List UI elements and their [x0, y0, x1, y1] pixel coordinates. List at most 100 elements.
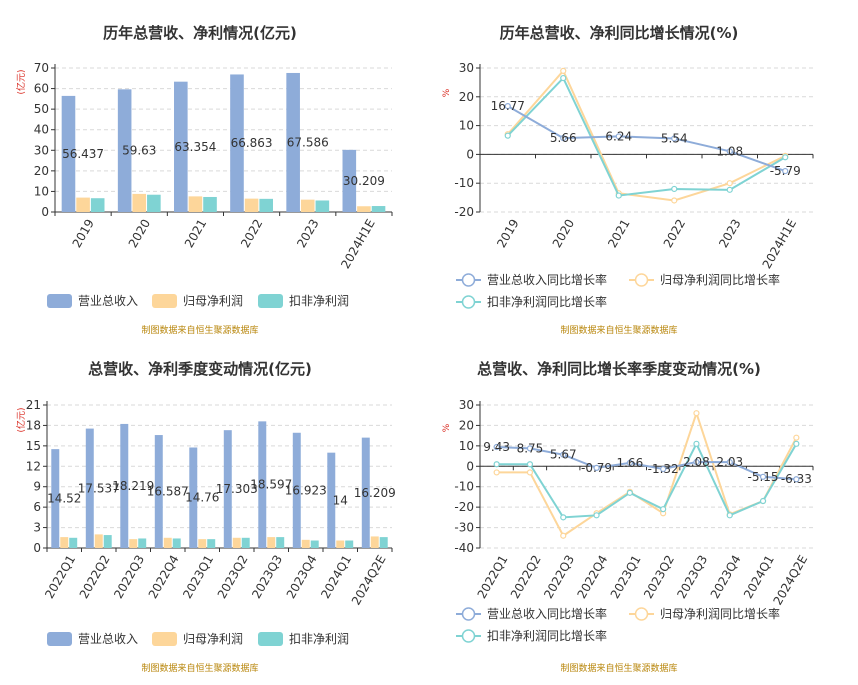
- legend-marker: [461, 607, 476, 621]
- bar: [300, 199, 315, 212]
- data-point: [560, 134, 567, 142]
- data-label: 59.63: [122, 144, 156, 158]
- bar: [198, 539, 207, 548]
- data-label: 9.43: [483, 440, 510, 454]
- series-line: [507, 76, 786, 197]
- legend-swatch: [258, 632, 283, 646]
- data-point: [726, 186, 733, 193]
- y-tick-label: 3: [33, 521, 41, 535]
- data-point: [782, 167, 789, 175]
- bar: [51, 449, 60, 548]
- series-line: [507, 105, 786, 173]
- data-label: -0.79: [581, 461, 612, 475]
- x-tick-label: 2021: [182, 217, 209, 250]
- y-unit-label: %: [442, 88, 452, 97]
- data-point: [693, 440, 700, 447]
- bar: [310, 540, 319, 548]
- bar: [203, 196, 217, 212]
- x-tick-label: 2021: [605, 217, 632, 250]
- data-label: -5.15: [748, 470, 779, 484]
- legend-label: 营业总收入: [78, 632, 138, 646]
- x-tick-label: 2023Q2: [641, 553, 677, 601]
- data-label: 14: [333, 493, 348, 507]
- data-point: [793, 440, 800, 447]
- data-label: 63.354: [174, 140, 216, 154]
- bar: [69, 537, 78, 548]
- data-point: [560, 67, 567, 74]
- x-tick-label: 2019: [70, 217, 97, 250]
- bar: [336, 540, 345, 548]
- bar: [85, 428, 94, 548]
- y-tick-label: 20: [459, 90, 474, 104]
- x-tick-label: 2024Q2E: [349, 553, 389, 608]
- data-point: [593, 464, 600, 471]
- y-tick-label: 0: [466, 459, 474, 473]
- y-tick-label: 30: [459, 61, 474, 75]
- bar: [370, 536, 379, 548]
- bar: [132, 193, 147, 212]
- source-note: 制图数据来自恒生聚源数据库: [560, 662, 677, 674]
- bar: [371, 206, 386, 212]
- data-point: [660, 465, 667, 473]
- quarterly-growth-chart: 总营收、净利同比增长率季度变动情况(%) % -40 -30 -20 -10 0 10 20…: [429, 342, 858, 684]
- chart-title: 总营收、净利同比增长率季度变动情况(%): [477, 360, 761, 378]
- legend-label: 归母净利润: [183, 632, 243, 646]
- data-point: [671, 185, 678, 193]
- source-note: 制图数据来自恒生聚源数据库: [141, 324, 258, 336]
- data-label: 2.08: [683, 455, 710, 469]
- legend-marker: [634, 607, 649, 621]
- data-label: 16.923: [285, 483, 327, 497]
- data-label: 6.24: [605, 129, 632, 143]
- bar: [345, 540, 354, 548]
- data-point: [660, 506, 667, 513]
- plot-area: -20 -10 0 10 20 30 2019 2020 2021 2022 2023 2024H1E…: [454, 61, 814, 309]
- y-tick-label: 40: [34, 123, 49, 137]
- legend-label: 归母净利润: [183, 294, 243, 308]
- bar: [189, 447, 198, 548]
- data-point: [793, 434, 800, 441]
- data-label: 1.08: [716, 144, 743, 158]
- x-tick-label: 2022Q2: [508, 553, 544, 601]
- x-tick-label: 2019: [494, 217, 521, 250]
- x-tick-label: 2023Q3: [249, 553, 285, 601]
- data-point: [626, 459, 633, 466]
- data-label: 14.76: [185, 491, 219, 505]
- data-point: [726, 459, 733, 466]
- data-label: -5.79: [770, 164, 801, 178]
- x-tick-label: 2020: [550, 217, 577, 250]
- plot-area: 0369121518212022Q12022Q22022Q32022Q42023…: [26, 398, 396, 646]
- bar: [154, 435, 163, 548]
- bar: [357, 206, 371, 212]
- bar: [188, 196, 203, 212]
- x-tick-label: 2022Q3: [111, 553, 147, 601]
- bar: [232, 537, 241, 548]
- annual-growth-chart: 历年总营收、净利同比增长情况(%) % -20 -10 0 10 20 30 2019 202…: [429, 0, 858, 342]
- data-label: 5.67: [550, 448, 577, 462]
- x-tick-label: 2023Q1: [608, 553, 644, 601]
- x-tick-label: 2023Q2: [215, 553, 251, 601]
- data-label: 5.66: [550, 131, 577, 145]
- data-point: [493, 461, 500, 468]
- data-label: 16.587: [147, 485, 189, 499]
- bar: [379, 537, 388, 548]
- x-tick-label: 2023Q4: [708, 553, 744, 601]
- y-tick-label: 20: [459, 418, 474, 432]
- data-point: [671, 135, 678, 142]
- data-point: [693, 458, 700, 466]
- plot-area: -40-30-20-1001020302022Q12022Q22022Q3202…: [454, 398, 814, 643]
- bar: [241, 537, 250, 548]
- y-tick-label: 15: [26, 439, 41, 453]
- data-point: [726, 148, 733, 155]
- legend-marker: [461, 295, 476, 309]
- bar: [259, 198, 273, 212]
- data-label: 17.537: [78, 481, 120, 495]
- bar: [342, 149, 357, 212]
- y-unit-label: (亿元): [15, 69, 27, 94]
- bar: [292, 432, 301, 548]
- quarterly-revenue-profit-svg: 总营收、净利季度变动情况(亿元) (亿元) 0 3 6 9 12 15 18 21 2022Q1…: [15, 360, 396, 674]
- y-tick-label: -10: [454, 176, 474, 190]
- y-tick-label: 9: [33, 480, 41, 494]
- x-tick-label: 2024H1E: [338, 217, 378, 271]
- bar: [90, 198, 105, 212]
- x-tick-label: 2023Q3: [674, 553, 710, 601]
